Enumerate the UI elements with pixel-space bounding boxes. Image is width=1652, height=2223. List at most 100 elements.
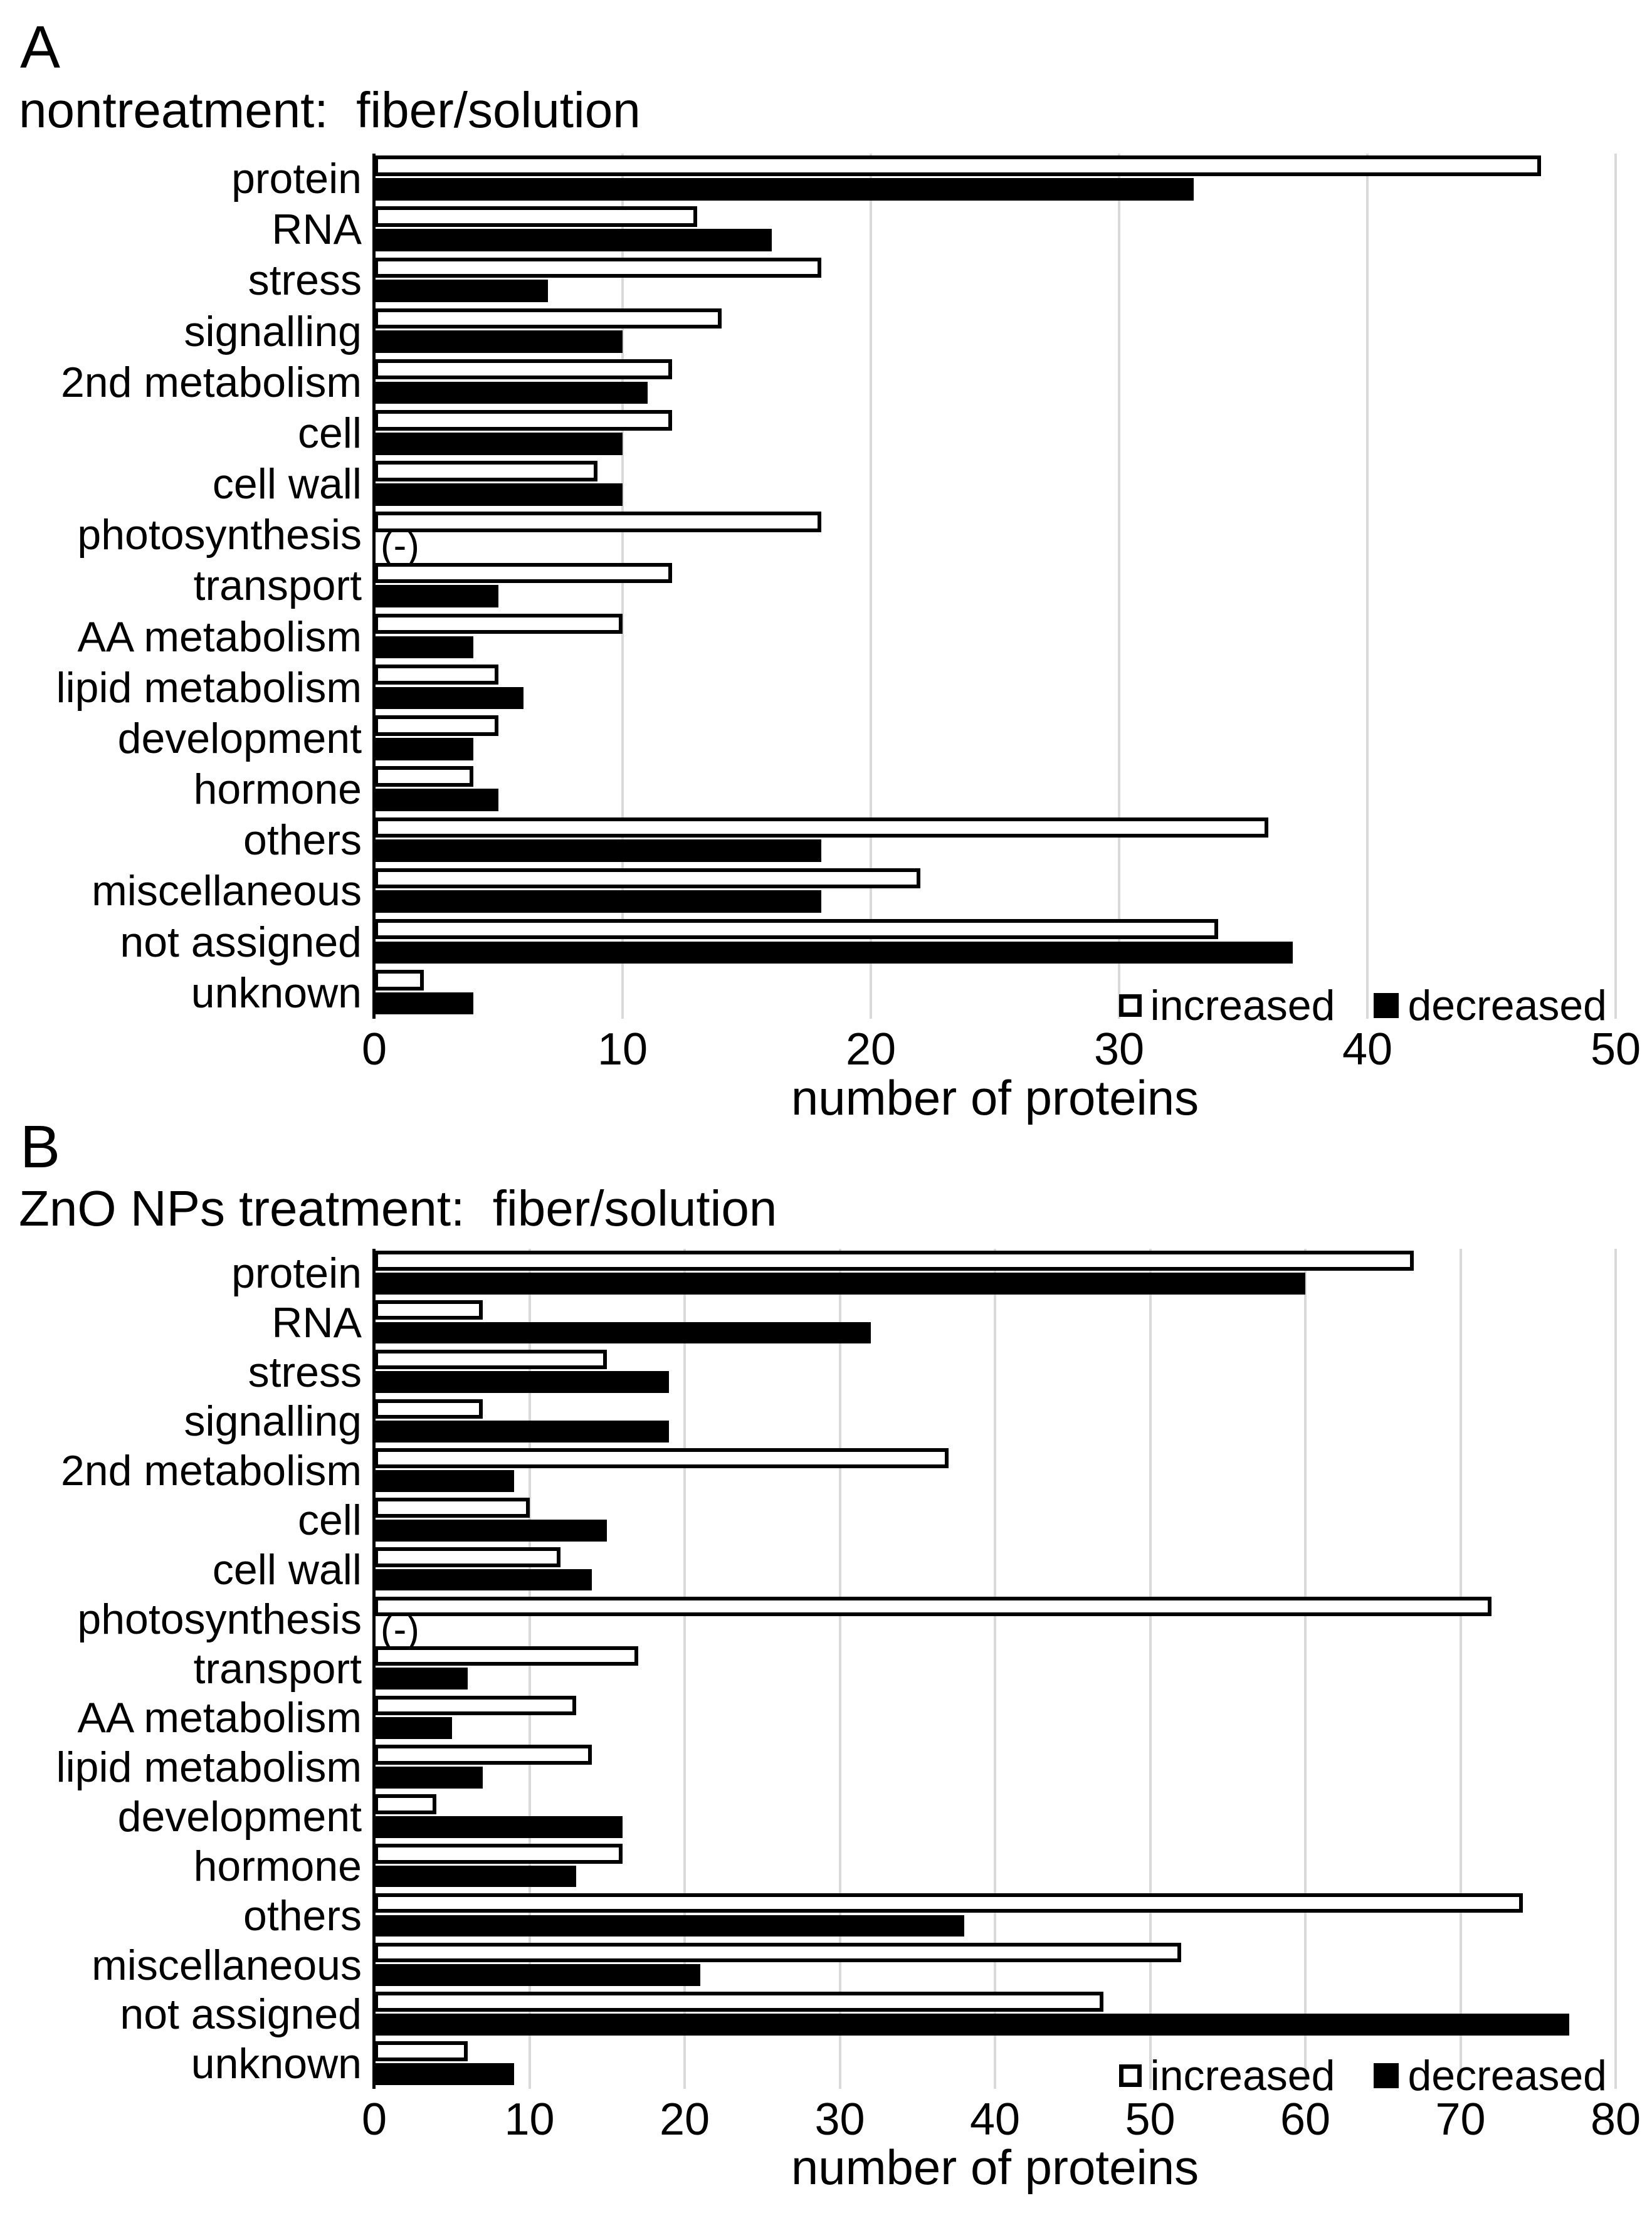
category-label: miscellaneous xyxy=(92,1941,362,1989)
category-label: 2nd metabolism xyxy=(60,358,362,406)
y-axis-line xyxy=(372,1249,376,2089)
bar-increased xyxy=(374,664,498,685)
bar-increased xyxy=(374,1794,436,1814)
category-row: 2nd metabolism xyxy=(61,357,1616,408)
bar-chart-b: increased decreased protein RNA stress sign… xyxy=(56,1249,1617,2100)
category-label: protein xyxy=(231,155,362,202)
bar-increased xyxy=(374,562,673,584)
tick-label: 10 xyxy=(504,2094,555,2145)
bar-decreased xyxy=(374,1272,1305,1295)
category-label: AA metabolism xyxy=(77,1694,362,1742)
category-label: unknown xyxy=(191,2040,362,2088)
x-axis-ticks-b: 0 10 20 30 40 50 60 70 80 xyxy=(362,2094,1641,2145)
category-label: AA metabolism xyxy=(77,612,362,661)
tick-label: 50 xyxy=(1590,1024,1641,1075)
category-row: signalling xyxy=(184,1397,1616,1446)
tick-label: 50 xyxy=(1125,2094,1176,2145)
legend-item-increased: increased xyxy=(1118,981,1335,1030)
category-row: stress xyxy=(248,1348,1616,1397)
panel-b-letter: B xyxy=(20,1113,61,1180)
category-row: RNA xyxy=(271,1298,1616,1348)
bar-decreased xyxy=(374,177,1194,201)
gridline xyxy=(1459,1249,1462,2089)
category-row: hormone xyxy=(194,764,1616,815)
bar-increased xyxy=(374,1448,949,1468)
legend-item-decreased: decreased xyxy=(1374,981,1607,1030)
gridline xyxy=(1149,1249,1152,2089)
bar-increased xyxy=(374,1646,638,1666)
category-label: not assigned xyxy=(120,918,362,966)
category-label: miscellaneous xyxy=(92,867,362,915)
category-label: development xyxy=(117,1793,362,1841)
tick-label: 40 xyxy=(969,2094,1021,2145)
category-row: lipid metabolism xyxy=(56,1743,1616,1792)
tick-label: 0 xyxy=(361,1024,387,1075)
tick-label: 20 xyxy=(659,2094,710,2145)
category-row: development xyxy=(118,713,1616,764)
gridline xyxy=(1366,154,1369,1019)
bar-decreased xyxy=(374,1865,576,1888)
bar-decreased xyxy=(374,229,772,251)
bar-increased xyxy=(374,1942,1181,1963)
y-axis-line xyxy=(372,154,376,1019)
tick-label: 20 xyxy=(845,1024,897,1075)
bar-increased xyxy=(374,1399,483,1419)
bar-decreased xyxy=(374,789,498,811)
tick-label: 10 xyxy=(597,1024,648,1075)
bar-decreased xyxy=(374,1717,452,1739)
bar-decreased xyxy=(374,2063,514,2085)
bar-increased xyxy=(374,1695,576,1716)
bar-increased xyxy=(374,1745,592,1765)
category-row: stress xyxy=(248,255,1616,306)
gridline xyxy=(870,154,872,1019)
category-label: RNA xyxy=(271,206,362,254)
bar-decreased xyxy=(374,1371,670,1394)
bar-decreased xyxy=(374,1964,700,1987)
bar-increased xyxy=(374,1547,560,1567)
legend-item-increased: increased xyxy=(1118,2051,1335,2100)
bar-decreased xyxy=(374,585,498,608)
category-row: development xyxy=(118,1792,1616,1842)
tick-label: 70 xyxy=(1435,2094,1486,2145)
category-row: hormone xyxy=(194,1842,1616,1891)
bar-increased xyxy=(374,1844,623,1864)
bar-increased xyxy=(374,308,722,329)
gridline xyxy=(1614,154,1617,1019)
category-label: stress xyxy=(248,256,362,305)
category-label: 2nd metabolism xyxy=(60,1447,362,1495)
x-axis-ticks-a: 0 10 20 30 40 50 xyxy=(362,1024,1641,1075)
bar-increased xyxy=(374,1596,1492,1617)
bar-decreased xyxy=(374,2014,1569,2036)
legend-label-decreased: decreased xyxy=(1407,2052,1607,2100)
category-label: lipid metabolism xyxy=(56,663,362,712)
category-row: AA metabolism xyxy=(77,1693,1616,1743)
legend-a: increased decreased xyxy=(1118,981,1607,1030)
bar-increased xyxy=(374,1251,1414,1271)
category-row: miscellaneous xyxy=(92,1941,1616,1990)
category-row: protein xyxy=(231,154,1616,204)
category-label: cell wall xyxy=(212,1545,362,1594)
tick-label: 0 xyxy=(361,2094,387,2145)
gridline xyxy=(1614,1249,1617,2089)
bar-decreased xyxy=(374,1668,468,1690)
category-label: RNA xyxy=(271,1298,362,1347)
category-label: hormone xyxy=(193,765,362,814)
gridline xyxy=(838,1249,841,2089)
bar-increased xyxy=(374,970,424,991)
bar-decreased xyxy=(374,1816,623,1838)
bar-decreased xyxy=(374,1421,670,1443)
bar-increased xyxy=(374,410,673,431)
category-row: unknown xyxy=(191,2039,1616,2089)
category-row: transport xyxy=(194,560,1616,611)
category-label: photosynthesis xyxy=(77,511,362,559)
category-row: photosynthesis (-) xyxy=(77,510,1616,565)
legend-item-decreased: decreased xyxy=(1374,2051,1607,2100)
category-row: not assigned xyxy=(120,1990,1616,2039)
tick-label: 60 xyxy=(1280,2094,1331,2145)
category-label: cell xyxy=(297,1496,362,1545)
category-row: cell wall xyxy=(213,1545,1616,1595)
gridline xyxy=(683,1249,686,2089)
bar-increased xyxy=(374,206,697,227)
category-row: signalling xyxy=(184,307,1616,357)
